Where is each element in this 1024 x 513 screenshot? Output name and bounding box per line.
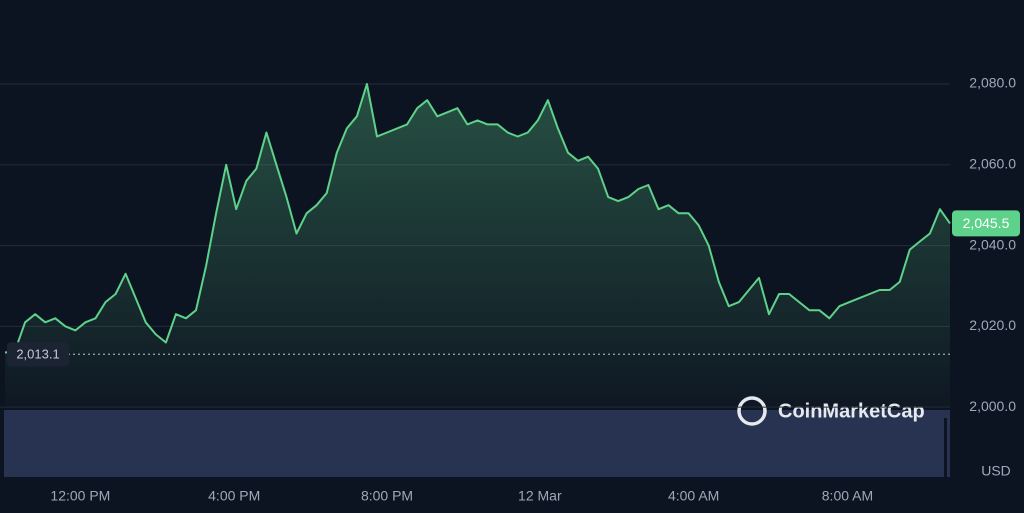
price-area	[5, 84, 950, 408]
x-tick-label: 8:00 AM	[822, 488, 873, 504]
x-tick-label: 12:00 PM	[50, 488, 110, 504]
reference-badge	[7, 342, 69, 367]
current-price-badge	[952, 210, 1020, 237]
current-price-label: 2,045.5	[963, 215, 1010, 231]
y-tick-label: 2,000.0	[969, 398, 1016, 414]
x-tick-label: 8:00 PM	[361, 488, 413, 504]
y-tick-label: 2,080.0	[969, 75, 1016, 91]
x-tick-label: 4:00 AM	[668, 488, 719, 504]
x-tick-label: 4:00 PM	[208, 488, 260, 504]
volume-area	[4, 410, 950, 477]
y-tick-label: 2,060.0	[969, 155, 1016, 171]
y-unit: USD	[981, 463, 1011, 479]
price-line	[4, 83, 951, 354]
x-tick-label: 12 Mar	[518, 488, 562, 504]
y-tick-label: 2,020.0	[969, 317, 1016, 333]
volume-gap	[944, 418, 947, 477]
y-tick-label: 2,040.0	[969, 236, 1016, 252]
reference-label: 2,013.1	[16, 347, 59, 362]
